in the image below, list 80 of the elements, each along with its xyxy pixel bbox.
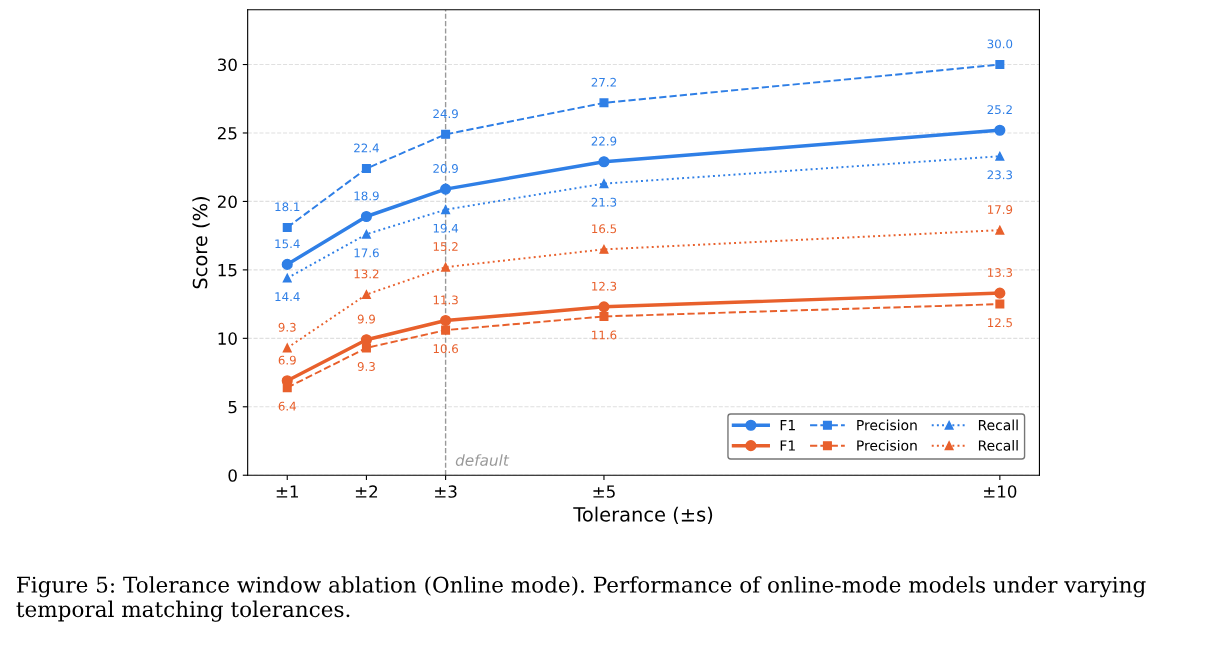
point (994, 287, 1006, 299)
data-label: 15.4 (275, 239, 300, 249)
data-label: 22.9 (591, 136, 617, 146)
y-tick-label: 20 (217, 195, 237, 208)
point (441, 262, 451, 272)
point (282, 383, 292, 393)
point (994, 124, 1006, 136)
point (995, 225, 1005, 235)
data-label: 6.9 (278, 355, 296, 365)
legend-label: F1 (780, 420, 795, 431)
point (599, 179, 609, 189)
point (598, 156, 610, 168)
x-tick-label: ±1 (276, 485, 298, 498)
data-label: 9.3 (278, 322, 296, 332)
data-label: 13.3 (988, 268, 1013, 277)
point (282, 222, 292, 232)
x-tick-label: ±3 (435, 485, 457, 498)
legend-label: Recall (978, 439, 1018, 451)
point (282, 343, 292, 353)
point (361, 290, 371, 300)
data-label: 13.2 (354, 269, 379, 279)
data-label: 23.3 (987, 170, 1013, 180)
point (599, 244, 609, 254)
legend-label: F1 (780, 440, 795, 451)
point (361, 164, 371, 174)
data-label: 22.4 (354, 143, 379, 153)
data-label: 17.9 (988, 205, 1013, 214)
data-label: 30.0 (987, 39, 1013, 49)
point (361, 229, 371, 239)
data-label: 18.9 (354, 191, 379, 201)
data-label: 9.9 (357, 314, 375, 324)
point (282, 273, 292, 283)
y-tick-label: 5 (228, 400, 237, 414)
ref-line-label: default (455, 454, 510, 466)
data-label: 15.2 (433, 242, 458, 251)
point (441, 129, 451, 139)
data-label: 16.5 (592, 224, 617, 234)
point (441, 205, 451, 215)
point (599, 311, 609, 321)
data-label: 10.6 (433, 344, 458, 354)
point (995, 60, 1005, 70)
point (598, 301, 610, 313)
y-tick-label: 0 (228, 469, 237, 482)
x-tick-label: ±10 (984, 485, 1017, 498)
legend-label: Precision (857, 419, 917, 431)
data-label: 21.3 (591, 197, 617, 207)
y-tick-label: 30 (218, 58, 237, 72)
point (995, 151, 1005, 161)
legend-label: Precision (857, 439, 917, 451)
point (440, 183, 452, 195)
data-label: 14.4 (275, 292, 300, 301)
caption: Figure 5: Tolerance window ablation (Online mode). Performance of online-mode models under varying temporal matching tolerances. (16, 576, 1146, 622)
point (599, 98, 609, 108)
data-label: 20.9 (433, 164, 458, 173)
data-label: 27.2 (591, 77, 616, 87)
y-tick-label: 25 (217, 126, 237, 140)
data-label: 11.3 (433, 295, 458, 305)
data-label: 19.4 (433, 223, 459, 233)
data-label: 6.4 (278, 401, 296, 411)
data-label: 17.6 (354, 248, 379, 258)
x-axis-title: Tolerance (±s) (573, 506, 713, 524)
data-label: 18.1 (275, 202, 300, 212)
y-tick-label: 10 (218, 332, 237, 345)
x-tick-label: ±5 (593, 485, 615, 498)
data-label: 11.6 (592, 330, 617, 340)
legend-label: Recall (978, 419, 1018, 431)
data-label: 24.9 (433, 109, 458, 119)
data-label: 12.5 (988, 318, 1012, 328)
data-label: 25.2 (987, 105, 1012, 115)
point (361, 343, 371, 353)
y-tick-label: 15 (218, 264, 237, 277)
data-label: 12.3 (592, 281, 617, 291)
point (995, 299, 1005, 309)
data-label: 9.3 (357, 362, 375, 371)
point (281, 258, 293, 270)
point (440, 314, 452, 327)
x-tick-label: ±2 (355, 485, 378, 498)
point (360, 210, 372, 223)
y-axis-title: Score (%) (192, 197, 210, 289)
point (441, 325, 451, 335)
